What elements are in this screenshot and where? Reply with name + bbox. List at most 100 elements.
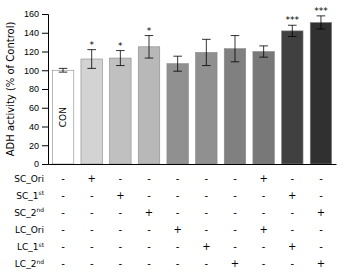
bar	[253, 52, 274, 165]
row-label: LC_1st	[17, 240, 45, 252]
table-cell: -	[90, 207, 94, 218]
table-cell: -	[233, 241, 237, 252]
y-tick-mark	[42, 14, 48, 15]
table-cell: -	[147, 190, 151, 201]
table-cell: +	[88, 173, 96, 184]
table-cell: +	[288, 241, 296, 252]
table-cell: -	[90, 241, 94, 252]
y-tick-label: 140	[24, 28, 39, 38]
table-cell: -	[90, 258, 94, 269]
table-cell: -	[90, 190, 94, 201]
y-tick-label: 120	[24, 47, 39, 57]
table-cell: -	[290, 224, 294, 235]
row-label-text: SC_2	[14, 207, 36, 217]
y-tick: 140	[24, 28, 48, 38]
error-bar-cap	[59, 68, 68, 69]
bar	[138, 47, 159, 164]
table-cell: -	[205, 190, 209, 201]
error-bar-cap	[288, 36, 297, 37]
bar	[81, 59, 102, 164]
table-cell: +	[116, 190, 124, 201]
row-label: LC_2nd	[15, 257, 44, 269]
table-cell: -	[290, 173, 294, 184]
table-cell: -	[262, 258, 266, 269]
y-tick-mark	[42, 164, 48, 165]
error-bar	[173, 56, 182, 71]
error-bar-cap	[231, 35, 240, 36]
y-tick-label: 60	[29, 103, 39, 113]
table-cell: -	[119, 173, 123, 184]
table-cell: +	[317, 258, 325, 269]
error-bar-cap	[317, 29, 326, 30]
row-label-text: SC_1	[16, 190, 38, 200]
table-cell: -	[233, 173, 237, 184]
table-cell: +	[231, 258, 239, 269]
error-bar-stem	[263, 46, 264, 57]
table-cell: -	[61, 258, 65, 269]
table-cell: -	[319, 241, 323, 252]
error-bar-stem	[177, 56, 178, 71]
table-cell: -	[176, 190, 180, 201]
table-cell: -	[262, 241, 266, 252]
error-bar-cap	[87, 68, 96, 69]
row-label: LC_Ori	[15, 225, 44, 235]
table-cell: -	[61, 190, 65, 201]
bar-texts: CON*********	[58, 6, 329, 127]
error-bar	[87, 50, 96, 69]
table-cell: +	[202, 241, 210, 252]
table-cell: -	[319, 190, 323, 201]
error-bar-cap	[173, 56, 182, 57]
table-cell: -	[61, 207, 65, 218]
bar	[224, 49, 245, 164]
row-label-superscript: st	[39, 189, 45, 196]
table-cell: -	[233, 207, 237, 218]
y-tick-mark	[42, 89, 48, 90]
error-bar	[116, 51, 125, 66]
y-axis-title: ADH activity (% of Control)	[5, 22, 16, 157]
table-cell: -	[61, 224, 65, 235]
significance: *	[89, 40, 94, 50]
y-axis: 020406080100120140160	[24, 9, 49, 169]
row-label-text: LC_1	[17, 242, 39, 252]
y-tick: 120	[24, 47, 48, 57]
bar	[52, 70, 73, 164]
table-cell: -	[319, 173, 323, 184]
y-axis-line	[42, 15, 49, 165]
significance: ***	[314, 6, 328, 16]
error-bar-cap	[116, 65, 125, 66]
y-tick-label: 80	[29, 84, 39, 94]
table: SC_Ori - + - - - - - + - - SC_1st - - + - - - - - + - SC_2nd - -…	[14, 173, 325, 270]
table-cell: -	[262, 190, 266, 201]
error-bar-cap	[259, 45, 268, 46]
table-cell: -	[176, 173, 180, 184]
table-cell: +	[317, 207, 325, 218]
row-label: SC_2nd	[14, 206, 44, 218]
error-bar-cap	[145, 58, 154, 59]
error-bar-cap	[173, 71, 182, 72]
table-cell: +	[145, 207, 153, 218]
y-tick-mark	[42, 145, 48, 146]
row-label: SC_Ori	[14, 173, 44, 183]
error-bar	[202, 39, 211, 65]
error-bar	[259, 46, 268, 57]
table-cell: -	[176, 258, 180, 269]
table-cell: -	[262, 207, 266, 218]
table-cell: -	[205, 173, 209, 184]
error-bar-cap	[59, 72, 68, 73]
table-cell: -	[147, 241, 151, 252]
error-bar-stem	[91, 50, 92, 69]
table-cell: -	[119, 224, 123, 235]
y-tick-mark	[42, 70, 48, 71]
error-bar	[231, 36, 240, 62]
significance: *	[147, 26, 152, 36]
error-bar-cap	[202, 65, 211, 66]
table-cell: -	[61, 173, 65, 184]
table-cell: -	[90, 224, 94, 235]
error-bar-cap	[259, 57, 268, 58]
y-tick: 40	[29, 122, 48, 132]
table-cell: -	[205, 258, 209, 269]
y-tick-label: 20	[29, 141, 39, 151]
error-bar	[59, 68, 68, 72]
table-cell: -	[290, 258, 294, 269]
y-tick-label: 100	[24, 66, 39, 76]
